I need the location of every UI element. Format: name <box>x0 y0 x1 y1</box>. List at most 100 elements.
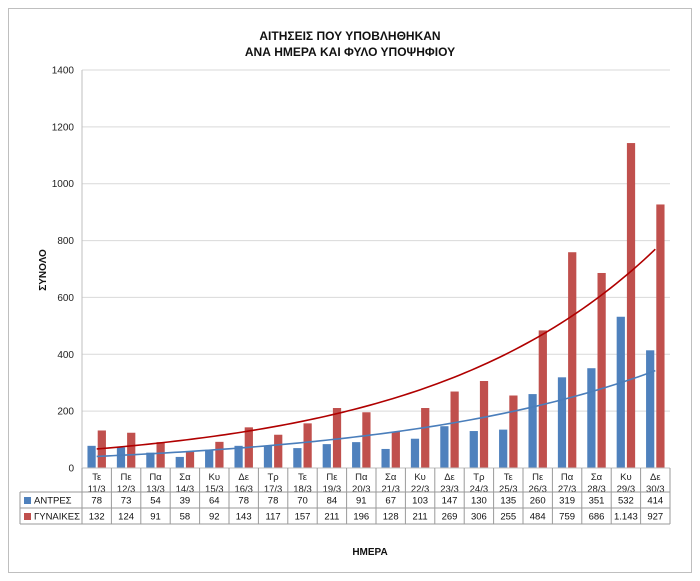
bar-men <box>116 447 126 468</box>
table-cell: 211 <box>324 512 339 523</box>
table-cell: 54 <box>150 496 161 507</box>
x-tick-day: Πα <box>561 472 574 483</box>
x-tick-date: 11/3 <box>88 484 106 495</box>
bar-men <box>528 394 537 468</box>
bar-men <box>616 316 625 468</box>
x-tick-date: 20/3 <box>352 484 371 495</box>
table-cell: 759 <box>559 512 575 523</box>
bar-women <box>127 432 136 468</box>
x-tick-day: Κυ <box>414 472 426 483</box>
table-cell: 255 <box>500 512 516 523</box>
x-tick-date: 19/3 <box>323 484 342 495</box>
x-tick-day: Κυ <box>209 472 221 483</box>
table-cell: 414 <box>647 496 663 507</box>
bar-women <box>479 381 489 468</box>
bar-men <box>234 445 243 468</box>
y-tick-label: 200 <box>57 407 74 418</box>
table-cell: 73 <box>121 496 132 507</box>
table-cell: 269 <box>442 512 458 523</box>
bar-women <box>509 395 518 468</box>
y-tick-label: 1200 <box>52 122 75 133</box>
bar-men <box>322 444 331 468</box>
bar-men <box>587 368 596 468</box>
table-cell: 484 <box>530 512 546 523</box>
bar-men <box>381 448 390 468</box>
x-tick-date: 27/3 <box>558 484 577 495</box>
table-cell: 532 <box>618 496 634 507</box>
table-cell: 103 <box>412 496 428 507</box>
x-tick-date: 26/3 <box>528 484 547 495</box>
x-tick-day: Πα <box>355 472 368 483</box>
x-tick-day: Δε <box>444 472 455 483</box>
table-cell: 92 <box>209 512 220 523</box>
bar-men <box>293 448 302 468</box>
x-tick-date: 15/3 <box>205 484 224 495</box>
x-tick-date: 18/3 <box>293 484 312 495</box>
table-cell: 686 <box>589 512 605 523</box>
bar-women <box>626 143 636 468</box>
table-cell: 157 <box>295 512 311 523</box>
table-cell: 211 <box>413 512 428 523</box>
x-tick-day: Τε <box>504 472 514 483</box>
x-tick-day: Σα <box>591 472 603 483</box>
bar-men <box>469 431 478 468</box>
bar-men <box>146 452 155 468</box>
bar-men <box>557 377 567 468</box>
table-cell: 91 <box>356 496 367 507</box>
x-tick-date: 13/3 <box>146 484 165 495</box>
legend-label-men: ΑΝΤΡΕΣ <box>34 496 72 507</box>
x-tick-day: Σα <box>179 472 191 483</box>
y-tick-label: 800 <box>57 236 74 247</box>
table-cell: 84 <box>327 496 338 507</box>
bar-women <box>362 412 371 468</box>
chart-title-line2: ΑΝΑ ΗΜΕΡΑ ΚΑΙ ΦΥΛΟ ΥΠΟΨΗΦΙΟΥ <box>245 45 455 59</box>
x-tick-date: 17/3 <box>264 484 283 495</box>
bar-women <box>421 408 430 468</box>
bar-women <box>156 442 165 468</box>
x-tick-date: 22/3 <box>411 484 430 495</box>
bar-men <box>410 438 420 468</box>
bar-women <box>538 330 547 468</box>
x-tick-date: 23/3 <box>440 484 459 495</box>
table-cell: 351 <box>589 496 605 507</box>
table-cell: 78 <box>268 496 279 507</box>
table-cell: 306 <box>471 512 487 523</box>
bar-men <box>175 456 184 468</box>
x-tick-date: 21/3 <box>381 484 400 495</box>
x-tick-day: Τε <box>298 472 308 483</box>
table-cell: 143 <box>236 512 252 523</box>
bar-women <box>332 408 342 468</box>
chart-frame <box>8 8 692 573</box>
legend-label-women: ΓΥΝΑΙΚΕΣ <box>34 512 80 523</box>
bar-men <box>205 449 214 468</box>
bar-women <box>656 204 665 468</box>
table-cell: 132 <box>89 512 105 523</box>
table-cell: 196 <box>353 512 369 523</box>
legend-key-men <box>24 497 31 504</box>
table-cell: 927 <box>647 512 663 523</box>
table-cell: 260 <box>530 496 546 507</box>
table-cell: 130 <box>471 496 487 507</box>
table-cell: 64 <box>209 496 220 507</box>
trendline-men <box>96 369 656 458</box>
bar-women <box>274 434 283 468</box>
table-cell: 58 <box>180 512 191 523</box>
bar-men <box>440 426 449 468</box>
y-tick-label: 1400 <box>52 66 75 77</box>
table-cell: 39 <box>180 496 191 507</box>
bar-women <box>450 391 459 468</box>
x-tick-day: Δε <box>650 472 661 483</box>
x-tick-date: 25/3 <box>499 484 518 495</box>
x-axis-title: ΗΜΕΡΑ <box>352 547 387 558</box>
x-tick-date: 12/3 <box>117 484 136 495</box>
x-tick-date: 29/3 <box>617 484 636 495</box>
y-tick-label: 400 <box>57 350 74 361</box>
x-tick-day: Πε <box>121 472 133 483</box>
x-tick-day: Πε <box>326 472 338 483</box>
bar-women <box>597 272 606 468</box>
x-tick-day: Κυ <box>620 472 632 483</box>
bar-men <box>263 445 273 468</box>
x-tick-date: 28/3 <box>587 484 606 495</box>
table-cell: 135 <box>500 496 516 507</box>
table-cell: 67 <box>385 496 396 507</box>
